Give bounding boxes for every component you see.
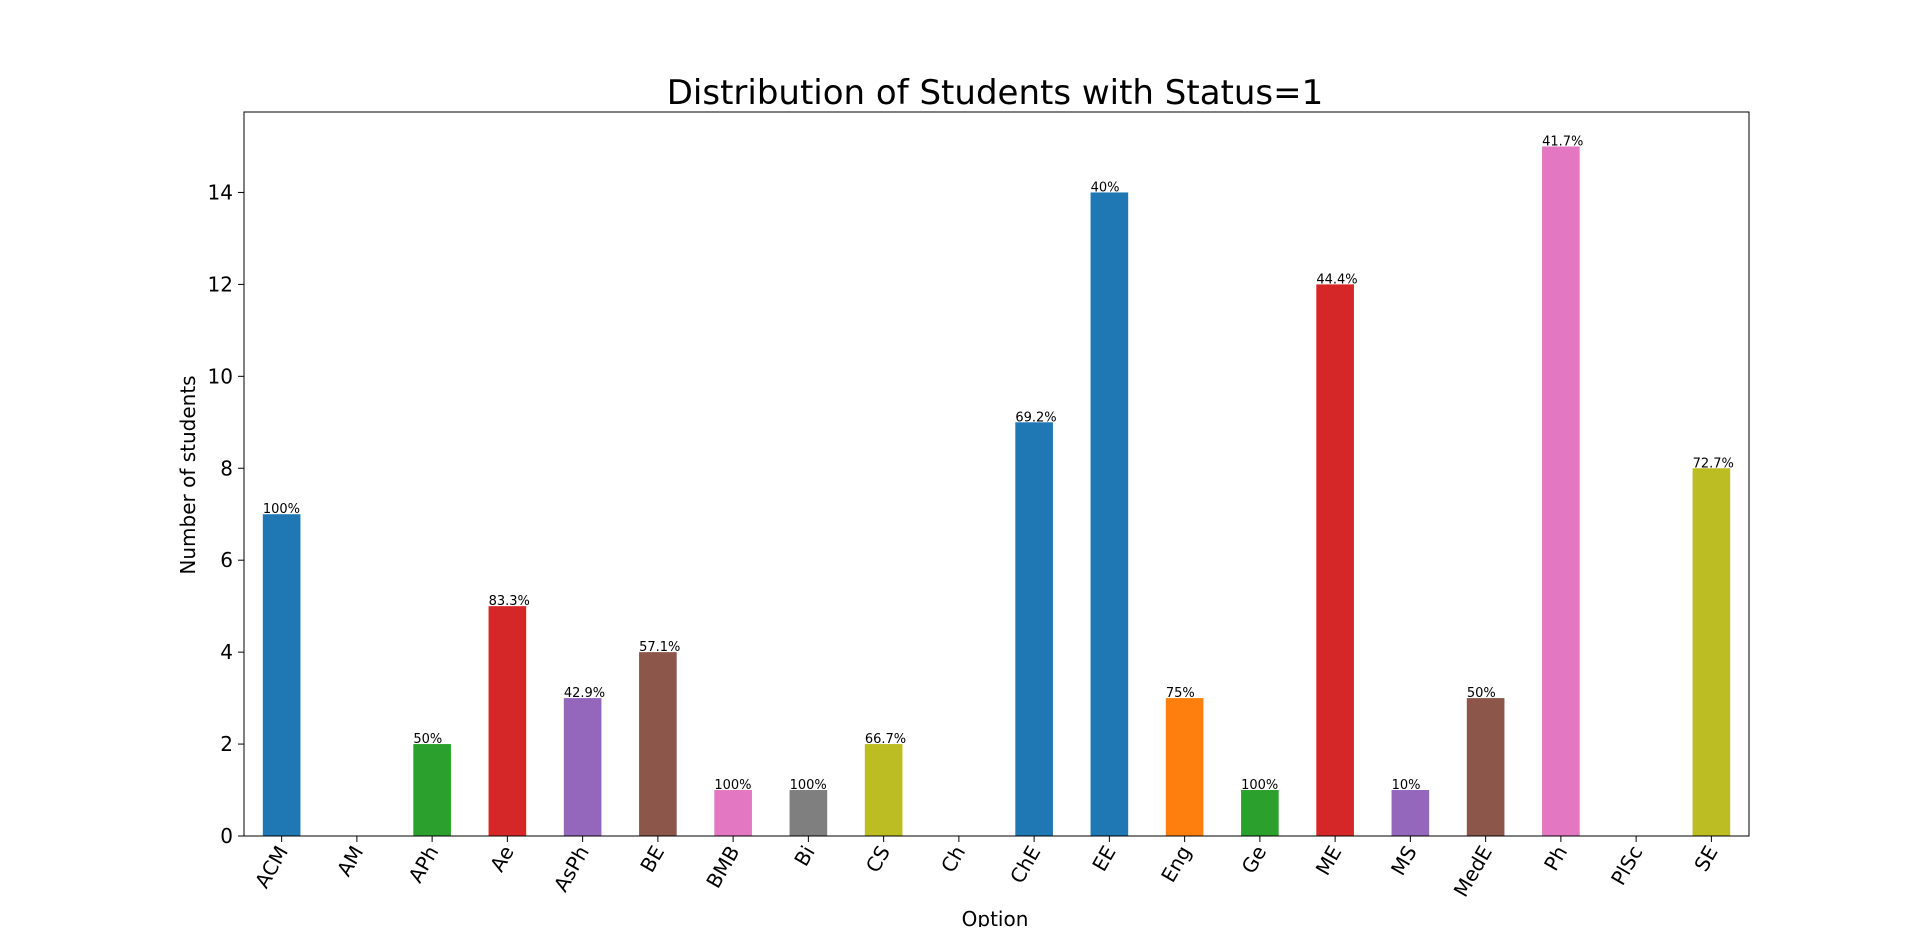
bar-bmb	[714, 790, 752, 836]
bar-ee	[1090, 192, 1129, 836]
y-tick-label: 12	[208, 272, 233, 296]
x-tick-label-bmb: BMB	[701, 842, 744, 893]
y-axis-label: Number of students	[176, 375, 200, 574]
value-label-aph: 50%	[413, 732, 442, 747]
x-axis-ticks: ACM AM APh Ae AsPh BE BMB Bi CS Ch ChE EE Eng Ge ME MS M…	[250, 836, 1723, 901]
value-label-me: 44.4%	[1316, 272, 1357, 287]
y-tick-label: 4	[220, 640, 233, 664]
bar-ge	[1241, 790, 1279, 836]
bar-bi	[789, 790, 828, 836]
x-axis-label: Option	[962, 907, 1029, 927]
y-tick-label: 2	[220, 732, 233, 756]
value-label-eng: 75%	[1166, 686, 1195, 701]
y-tick-label: 8	[220, 456, 233, 480]
value-labels-group: 100% 50% 83.3% 42.9% 57.1% 100% 100% 66.7% 69.2%…	[263, 134, 1734, 793]
bar-se	[1692, 468, 1731, 836]
bar-acm	[262, 514, 301, 836]
value-label-ee: 40%	[1091, 180, 1120, 195]
x-tick-label-asph: AsPh	[549, 842, 594, 896]
value-label-bi: 100%	[790, 778, 827, 793]
value-label-asph: 42.9%	[564, 686, 605, 701]
y-tick-label: 14	[208, 180, 233, 204]
x-tick-label-me: ME	[1311, 842, 1347, 880]
value-label-ms: 10%	[1392, 778, 1421, 793]
x-tick-label-che: ChE	[1005, 842, 1045, 888]
bar-ph	[1542, 146, 1580, 836]
bar-eng	[1165, 698, 1204, 836]
x-tick-label-se: SE	[1689, 842, 1722, 876]
x-tick-label-ee: EE	[1087, 842, 1120, 876]
x-tick-label-aph: APh	[403, 842, 443, 887]
value-label-ge: 100%	[1241, 778, 1278, 793]
y-tick-label: 6	[220, 548, 233, 572]
bar-cs	[864, 744, 903, 836]
value-label-ph: 41.7%	[1542, 134, 1583, 149]
value-label-se: 72.7%	[1693, 456, 1734, 471]
x-tick-label-am: AM	[332, 842, 368, 881]
bar-aph	[413, 744, 451, 836]
x-tick-label-be: BE	[635, 842, 669, 877]
plot-frame	[243, 111, 1750, 837]
y-tick-label: 0	[220, 824, 233, 848]
value-label-che: 69.2%	[1015, 410, 1056, 425]
x-tick-label-plsc: PlSc	[1606, 842, 1647, 890]
x-tick-label-bi: Bi	[789, 842, 819, 871]
chart-title: Distribution of Students with Status=1	[667, 73, 1324, 113]
bar-be	[639, 652, 677, 836]
value-label-be: 57.1%	[639, 640, 680, 655]
x-tick-label-ph: Ph	[1539, 842, 1572, 875]
x-tick-label-ge: Ge	[1237, 842, 1272, 878]
y-tick-label: 10	[208, 364, 233, 388]
x-tick-label-cs: CS	[861, 842, 895, 877]
x-tick-label-eng: Eng	[1156, 842, 1196, 887]
value-label-acm: 100%	[263, 502, 300, 517]
bar-mede	[1466, 698, 1505, 836]
x-tick-label-ae: Ae	[485, 842, 519, 876]
bar-ae	[488, 606, 527, 836]
x-tick-label-acm: ACM	[250, 842, 293, 893]
bars-group	[262, 146, 1731, 836]
bar-che	[1015, 422, 1053, 836]
x-tick-label-ch: Ch	[936, 842, 970, 877]
value-label-mede: 50%	[1467, 686, 1496, 701]
x-tick-label-ms: MS	[1386, 842, 1422, 880]
value-label-ae: 83.3%	[489, 594, 530, 609]
x-tick-label-mede: MedE	[1449, 842, 1497, 902]
bar-ms	[1391, 790, 1430, 836]
bar-asph	[563, 698, 602, 836]
bar-me	[1316, 284, 1354, 836]
value-label-bmb: 100%	[714, 778, 751, 793]
value-label-cs: 66.7%	[865, 732, 906, 747]
y-axis-ticks: 0 2 4 6 8 10 12 14	[208, 180, 244, 848]
